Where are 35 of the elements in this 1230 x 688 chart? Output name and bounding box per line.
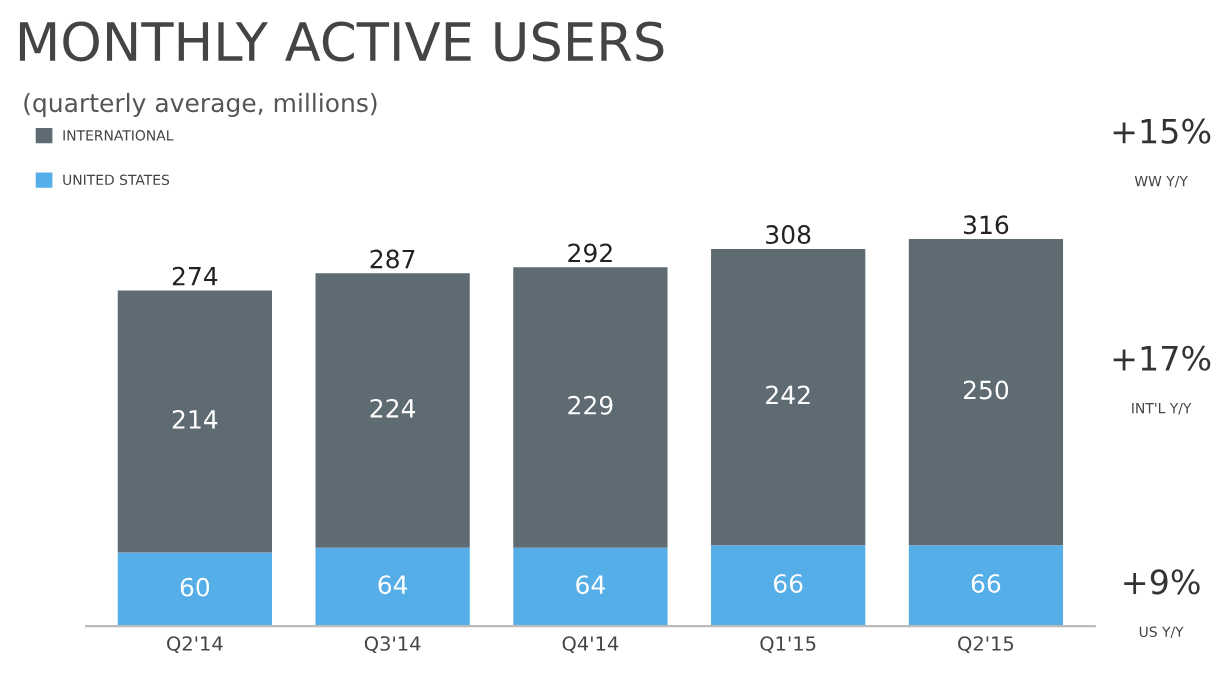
bar [513, 547, 668, 627]
data-label: 60 [180, 577, 210, 597]
chart-subtitle: (quarterly average, millions) [24, 92, 377, 118]
bar [513, 267, 668, 548]
total-label: 316 [963, 215, 1009, 235]
x-tick-label: Q3'14 [364, 636, 421, 654]
data-label: 64 [378, 575, 408, 595]
x-tick-label: Q4'14 [562, 636, 619, 654]
data-label: 64 [576, 575, 605, 595]
data-label: 242 [766, 385, 810, 404]
chart-title: MONTHLY ACTIVE USERS [19, 21, 664, 62]
total-label: 308 [766, 225, 811, 245]
x-tick-label: Q1'15 [760, 636, 816, 654]
text: +15% [1113, 118, 1211, 144]
bar [117, 290, 272, 553]
data-label: 66 [971, 574, 1001, 593]
data-label: 250 [963, 380, 1009, 400]
x-tick-label: Q2'14 [167, 636, 223, 654]
x-tick-label: Q2'15 [958, 636, 1014, 654]
text: +9% [1124, 569, 1200, 595]
bar [315, 273, 470, 548]
total-label: 292 [568, 243, 612, 263]
total-label: 274 [172, 266, 218, 286]
text: +17% [1113, 345, 1211, 371]
bar [117, 552, 272, 627]
bar [711, 248, 866, 546]
data-label: 224 [370, 398, 416, 418]
data-label: 229 [568, 395, 613, 415]
total-label: 287 [370, 249, 415, 269]
data-label: 214 [172, 409, 218, 429]
bar [315, 547, 470, 627]
bar [908, 545, 1064, 627]
data-label: 66 [774, 574, 803, 593]
bar [908, 239, 1064, 546]
bar [711, 545, 866, 627]
